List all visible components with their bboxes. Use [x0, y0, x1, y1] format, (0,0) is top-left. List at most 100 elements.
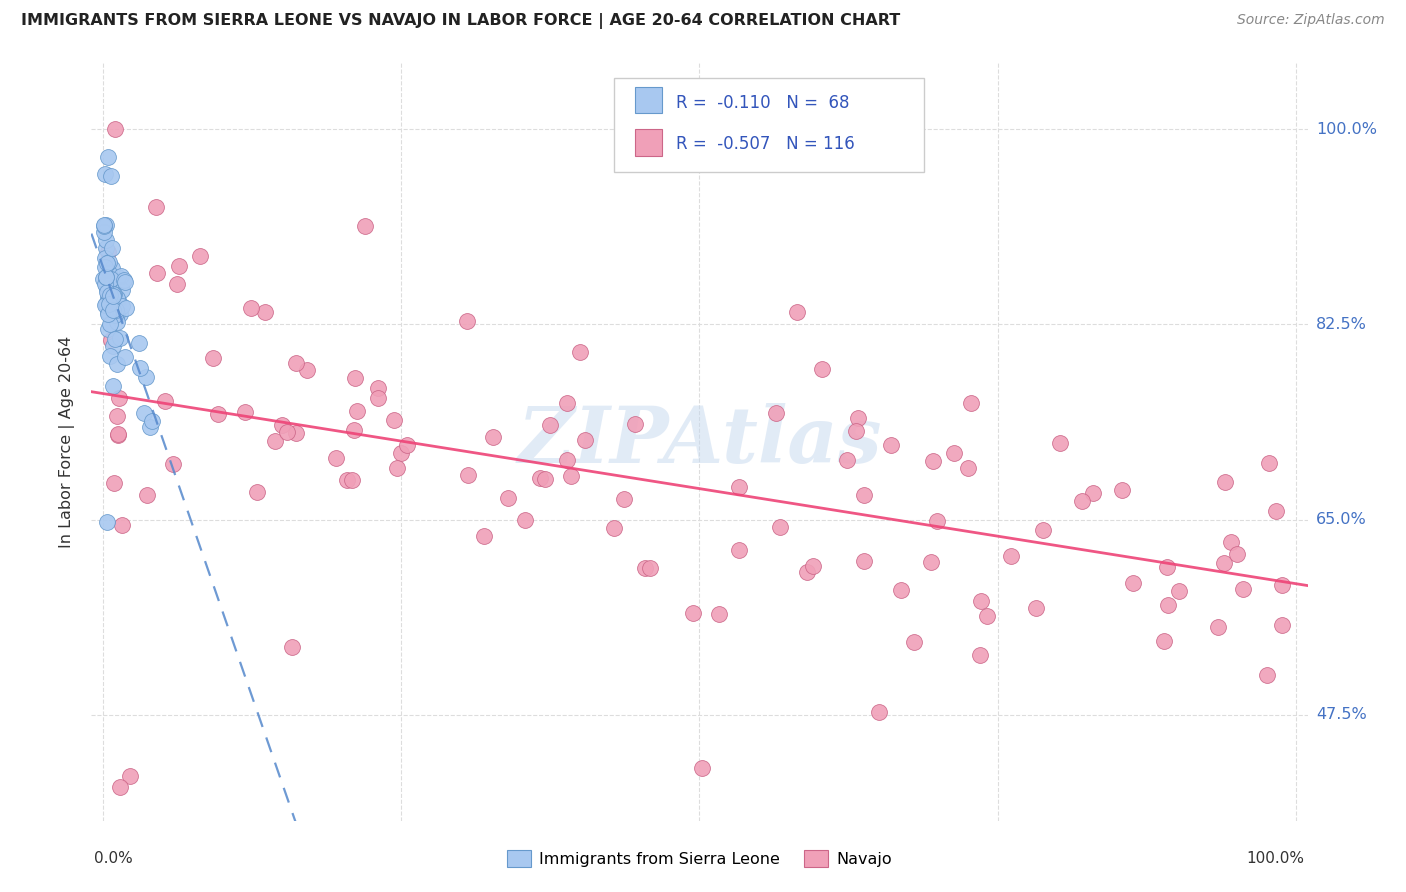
Point — [96, 515, 118, 529]
Point — [285, 425, 308, 440]
Point — [233, 405, 256, 419]
Point — [96, 282, 118, 296]
Point — [128, 361, 150, 376]
Point — [970, 594, 993, 608]
Point — [1264, 504, 1286, 518]
Point — [1157, 598, 1180, 612]
Point — [97, 150, 120, 164]
Point — [890, 583, 912, 598]
Point — [104, 332, 127, 346]
Point — [533, 472, 555, 486]
Point — [107, 426, 129, 441]
Point — [107, 357, 129, 371]
Point — [110, 283, 132, 297]
Point — [132, 405, 155, 419]
Point — [529, 471, 551, 485]
Point — [1271, 618, 1294, 632]
Bar — [636, 87, 662, 113]
Point — [96, 270, 118, 285]
Point — [94, 278, 117, 293]
Point — [557, 396, 579, 410]
Point — [93, 272, 115, 286]
Point — [367, 381, 389, 395]
Point — [343, 371, 366, 385]
Point — [969, 648, 991, 662]
Text: 82.5%: 82.5% — [1316, 317, 1367, 332]
Point — [97, 244, 120, 259]
Point — [108, 331, 131, 345]
Point — [846, 411, 869, 425]
Point — [395, 437, 418, 451]
Point — [956, 461, 979, 475]
Point — [97, 289, 120, 303]
Point — [852, 554, 875, 568]
Point — [343, 423, 366, 437]
Point — [107, 293, 129, 307]
Point — [340, 473, 363, 487]
Point — [97, 266, 120, 280]
Point — [101, 261, 124, 276]
Point — [276, 425, 298, 439]
Point — [880, 438, 903, 452]
Point — [845, 424, 868, 438]
Point — [97, 294, 120, 309]
Point — [111, 299, 134, 313]
Point — [104, 122, 127, 136]
Point — [1206, 620, 1229, 634]
Point — [110, 268, 132, 283]
Text: 47.5%: 47.5% — [1316, 707, 1367, 723]
Point — [920, 555, 942, 569]
Point — [108, 307, 131, 321]
Text: R =  -0.110   N =  68: R = -0.110 N = 68 — [676, 94, 849, 112]
Point — [367, 391, 389, 405]
Point — [100, 333, 122, 347]
Point — [98, 317, 121, 331]
Point — [1049, 435, 1071, 450]
Point — [94, 298, 117, 312]
Point — [253, 305, 276, 319]
Point — [690, 761, 713, 775]
Point — [94, 241, 117, 255]
Point — [93, 225, 115, 239]
Point — [94, 251, 117, 265]
Point — [281, 640, 304, 654]
Point — [155, 394, 177, 409]
Point — [325, 450, 347, 465]
Point — [118, 769, 141, 783]
Point — [786, 305, 808, 319]
Point — [921, 454, 943, 468]
Point — [456, 314, 478, 328]
Point — [1111, 483, 1133, 497]
Point — [707, 607, 730, 622]
Point — [111, 518, 134, 533]
Text: 65.0%: 65.0% — [1316, 512, 1367, 527]
Point — [96, 296, 118, 310]
Point — [481, 430, 503, 444]
Point — [96, 270, 118, 285]
Point — [98, 290, 121, 304]
Point — [107, 428, 129, 442]
Point — [97, 307, 120, 321]
Point — [103, 286, 125, 301]
Point — [389, 445, 412, 459]
Point — [569, 345, 592, 359]
Point — [96, 285, 118, 300]
Point — [382, 413, 405, 427]
Point — [602, 521, 624, 535]
Point — [145, 200, 167, 214]
Point — [765, 406, 787, 420]
Point — [166, 277, 188, 291]
Point — [101, 241, 124, 255]
Point — [114, 350, 136, 364]
Point — [472, 528, 495, 542]
Point — [105, 409, 128, 424]
Point — [101, 339, 124, 353]
Point — [162, 457, 184, 471]
Point — [1226, 547, 1249, 561]
Point — [108, 392, 131, 406]
Point — [555, 453, 578, 467]
Point — [112, 273, 135, 287]
Point — [560, 468, 582, 483]
Text: R =  -0.507   N = 116: R = -0.507 N = 116 — [676, 135, 855, 153]
Point — [103, 379, 125, 393]
